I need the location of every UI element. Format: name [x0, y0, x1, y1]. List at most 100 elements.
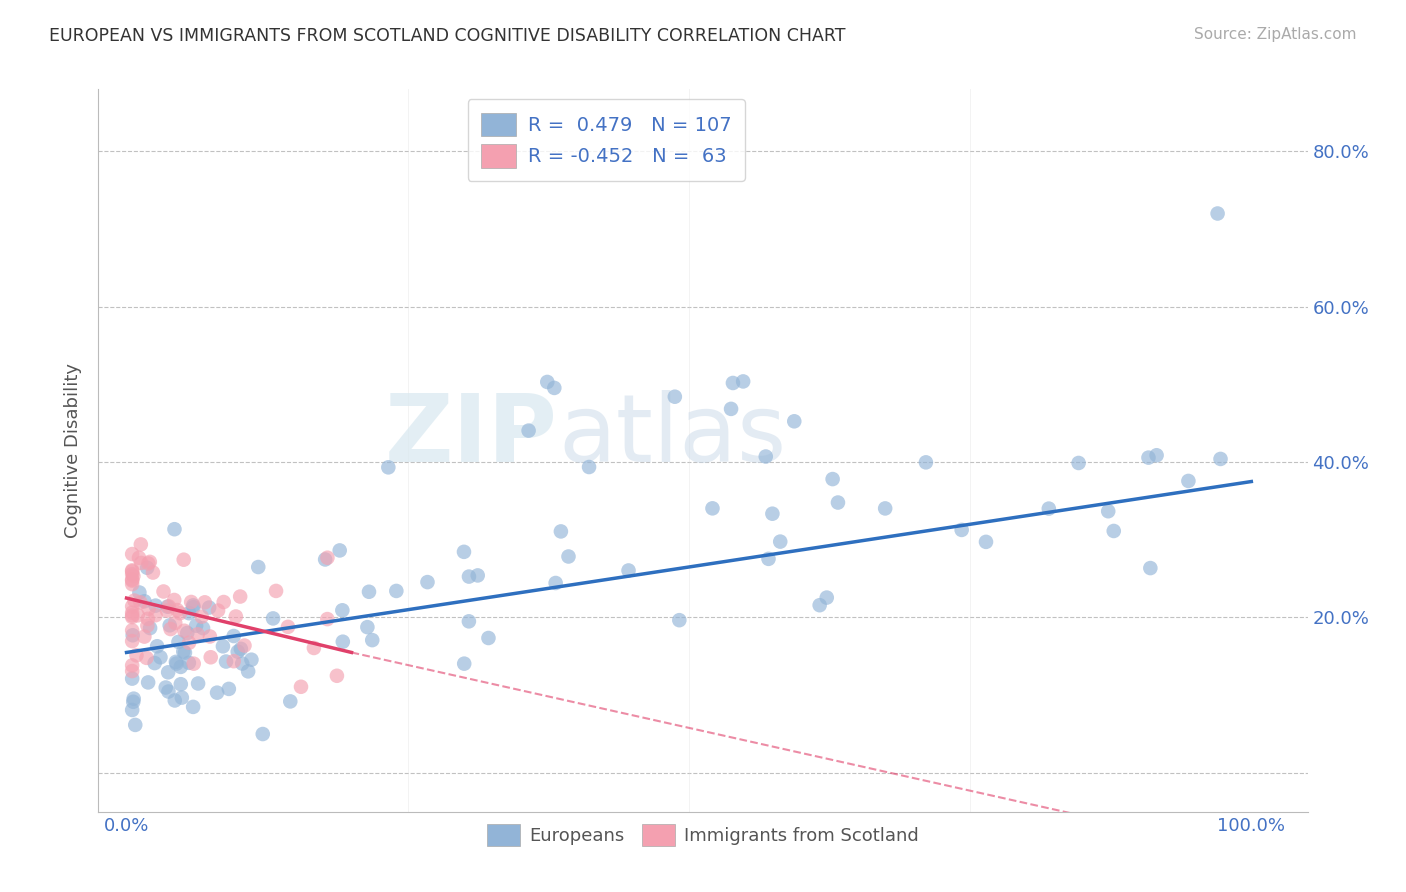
Point [517, 424, 540, 438]
Point [173, 552, 195, 566]
Point [332, 634, 354, 648]
Point [122, 569, 145, 583]
Point [177, 656, 200, 670]
Point [544, 576, 567, 591]
Point [172, 644, 194, 658]
Point [152, 584, 174, 599]
Point [129, 595, 152, 609]
Point [157, 665, 180, 680]
Point [733, 375, 755, 389]
Point [231, 657, 253, 671]
Point [377, 460, 399, 475]
Point [225, 609, 247, 624]
Point [129, 556, 152, 570]
Point [617, 564, 640, 578]
Point [314, 552, 336, 566]
Point [278, 694, 301, 708]
Point [290, 680, 312, 694]
Point [578, 460, 600, 475]
Point [136, 561, 159, 575]
Point [1146, 448, 1168, 462]
Point [170, 677, 193, 691]
Point [121, 664, 143, 678]
Point [808, 598, 831, 612]
Point [226, 645, 249, 659]
Point [329, 543, 352, 558]
Point [453, 657, 475, 671]
Point [163, 522, 186, 536]
Point [121, 577, 143, 591]
Point [915, 455, 938, 469]
Point [212, 595, 235, 609]
Point [215, 655, 238, 669]
Point [121, 563, 143, 577]
Point [165, 655, 187, 669]
Point [163, 593, 186, 607]
Point [827, 495, 849, 509]
Point [755, 450, 778, 464]
Point [134, 630, 156, 644]
Point [1102, 524, 1125, 538]
Point [167, 635, 190, 649]
Point [145, 608, 167, 623]
Point [121, 599, 143, 614]
Point [416, 575, 439, 590]
Point [121, 574, 143, 588]
Point [145, 599, 167, 613]
Point [550, 524, 572, 539]
Point [207, 604, 229, 618]
Point [159, 622, 181, 636]
Legend: Europeans, Immigrants from Scotland: Europeans, Immigrants from Scotland [481, 817, 925, 854]
Point [1137, 450, 1160, 465]
Point [1177, 474, 1199, 488]
Point [720, 401, 742, 416]
Point [121, 703, 143, 717]
Point [229, 641, 252, 656]
Point [477, 631, 499, 645]
Point [183, 657, 205, 671]
Point [198, 600, 221, 615]
Point [543, 381, 565, 395]
Point [222, 654, 245, 668]
Point [121, 624, 143, 638]
Point [467, 568, 489, 582]
Point [184, 618, 207, 632]
Point [236, 665, 259, 679]
Point [974, 534, 997, 549]
Point [1067, 456, 1090, 470]
Point [127, 608, 149, 623]
Point [157, 684, 180, 698]
Point [136, 675, 159, 690]
Point [124, 718, 146, 732]
Point [761, 507, 783, 521]
Point [181, 699, 204, 714]
Point [135, 651, 157, 665]
Point [169, 606, 191, 620]
Point [128, 585, 150, 599]
Point [129, 537, 152, 551]
Point [252, 727, 274, 741]
Point [125, 648, 148, 663]
Point [139, 555, 162, 569]
Point [212, 640, 235, 654]
Point [139, 621, 162, 635]
Point [156, 604, 179, 618]
Point [1097, 504, 1119, 518]
Point [229, 590, 252, 604]
Point [200, 650, 222, 665]
Point [194, 595, 217, 609]
Point [316, 550, 339, 565]
Point [165, 615, 187, 630]
Point [181, 599, 204, 613]
Point [233, 639, 256, 653]
Point [783, 414, 806, 428]
Point [183, 600, 205, 615]
Point [166, 657, 188, 671]
Point [385, 583, 408, 598]
Point [453, 545, 475, 559]
Point [166, 603, 188, 617]
Text: ZIP: ZIP [385, 390, 558, 482]
Point [721, 376, 744, 390]
Point [264, 583, 287, 598]
Point [179, 606, 201, 620]
